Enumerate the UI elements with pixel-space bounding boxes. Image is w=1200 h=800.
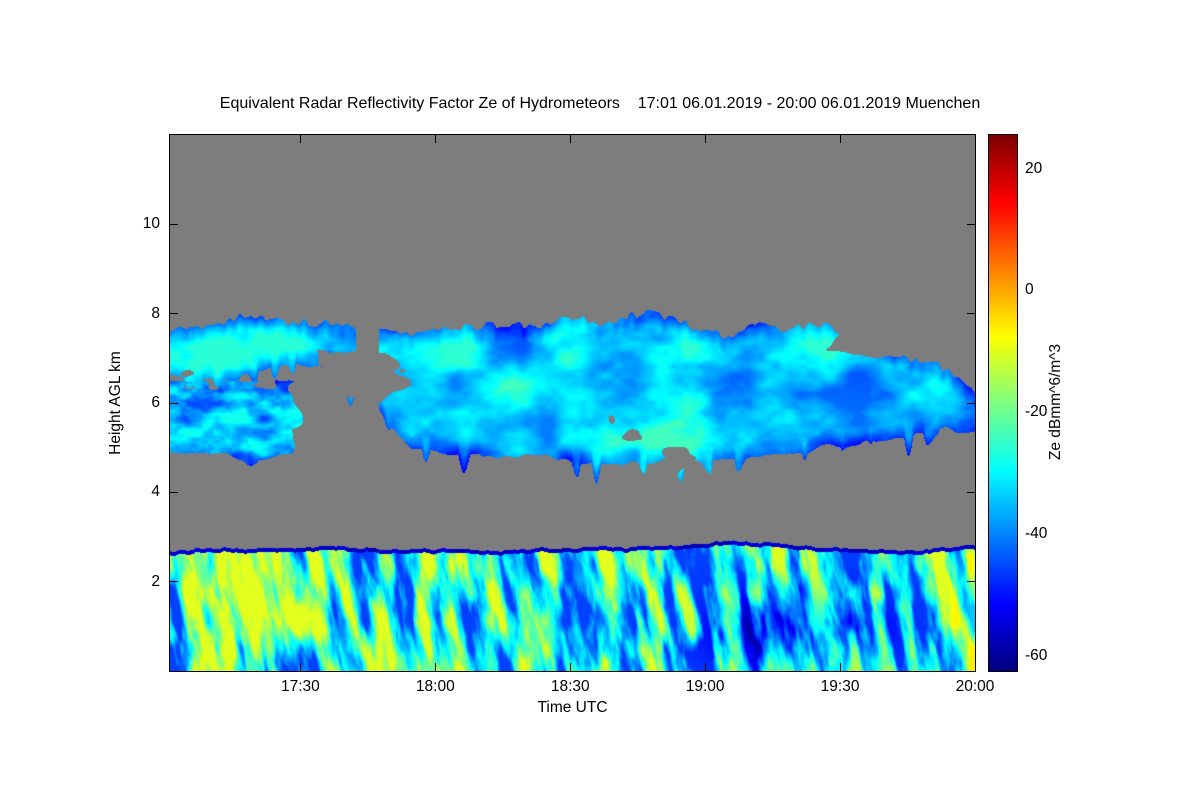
y-tick-mark <box>170 313 178 315</box>
x-tick-mark <box>569 135 571 143</box>
y-tick-label: 4 <box>151 483 160 501</box>
x-tick-label: 18:30 <box>550 678 590 695</box>
x-tick-mark <box>704 663 706 671</box>
x-tick-label: 18:00 <box>415 678 455 695</box>
x-tick-mark <box>974 135 976 143</box>
y-tick-mark <box>967 491 975 493</box>
x-tick-mark <box>839 663 841 671</box>
y-tick-label: 8 <box>151 304 160 322</box>
chart-title: Equivalent Radar Reflectivity Factor Ze … <box>219 95 981 112</box>
colorbar-tick-label: -20 <box>1025 403 1048 421</box>
x-tick-mark <box>299 135 301 143</box>
y-tick-mark <box>170 581 178 583</box>
colorbar-tick-label: -60 <box>1025 646 1048 664</box>
colorbar-tick-label: 0 <box>1025 281 1034 299</box>
x-axis-label: Time UTC <box>537 699 608 716</box>
colorbar-label: Ze dBmm^6/m^3 <box>1047 343 1064 461</box>
plot-area: 17:30 18:00 18:30 19:00 19:30 20:00 2 4 6 8 10 <box>143 134 994 695</box>
y-tick-label: 6 <box>151 394 160 411</box>
x-tick-mark <box>299 663 301 671</box>
x-tick-label: 19:00 <box>685 678 725 695</box>
x-tick-label: 19:30 <box>820 678 860 695</box>
x-tick-mark <box>434 663 436 671</box>
colorbar-tick-label: -40 <box>1025 524 1048 542</box>
x-tick-mark <box>434 135 436 143</box>
y-tick-mark <box>170 491 178 493</box>
x-tick-label: 17:30 <box>281 678 320 695</box>
colorbar: 20 0 -20 -40 -60 <box>988 134 1047 672</box>
colorbar-tick-label: 20 <box>1025 159 1043 177</box>
y-tick-label: 2 <box>151 572 160 590</box>
heatmap-canvas <box>170 135 975 671</box>
y-tick-mark <box>967 402 975 404</box>
x-tick-mark <box>974 663 976 671</box>
y-tick-mark <box>967 581 975 583</box>
x-tick-label: 20:00 <box>955 678 995 695</box>
colorbar-gradient-canvas <box>989 135 1017 671</box>
y-tick-mark <box>170 402 178 404</box>
y-tick-label: 10 <box>142 215 160 233</box>
x-tick-mark <box>569 663 571 671</box>
x-tick-mark <box>704 135 706 143</box>
y-tick-mark <box>967 223 975 225</box>
y-tick-mark <box>967 313 975 315</box>
y-tick-mark <box>170 223 178 225</box>
x-tick-mark <box>839 135 841 143</box>
